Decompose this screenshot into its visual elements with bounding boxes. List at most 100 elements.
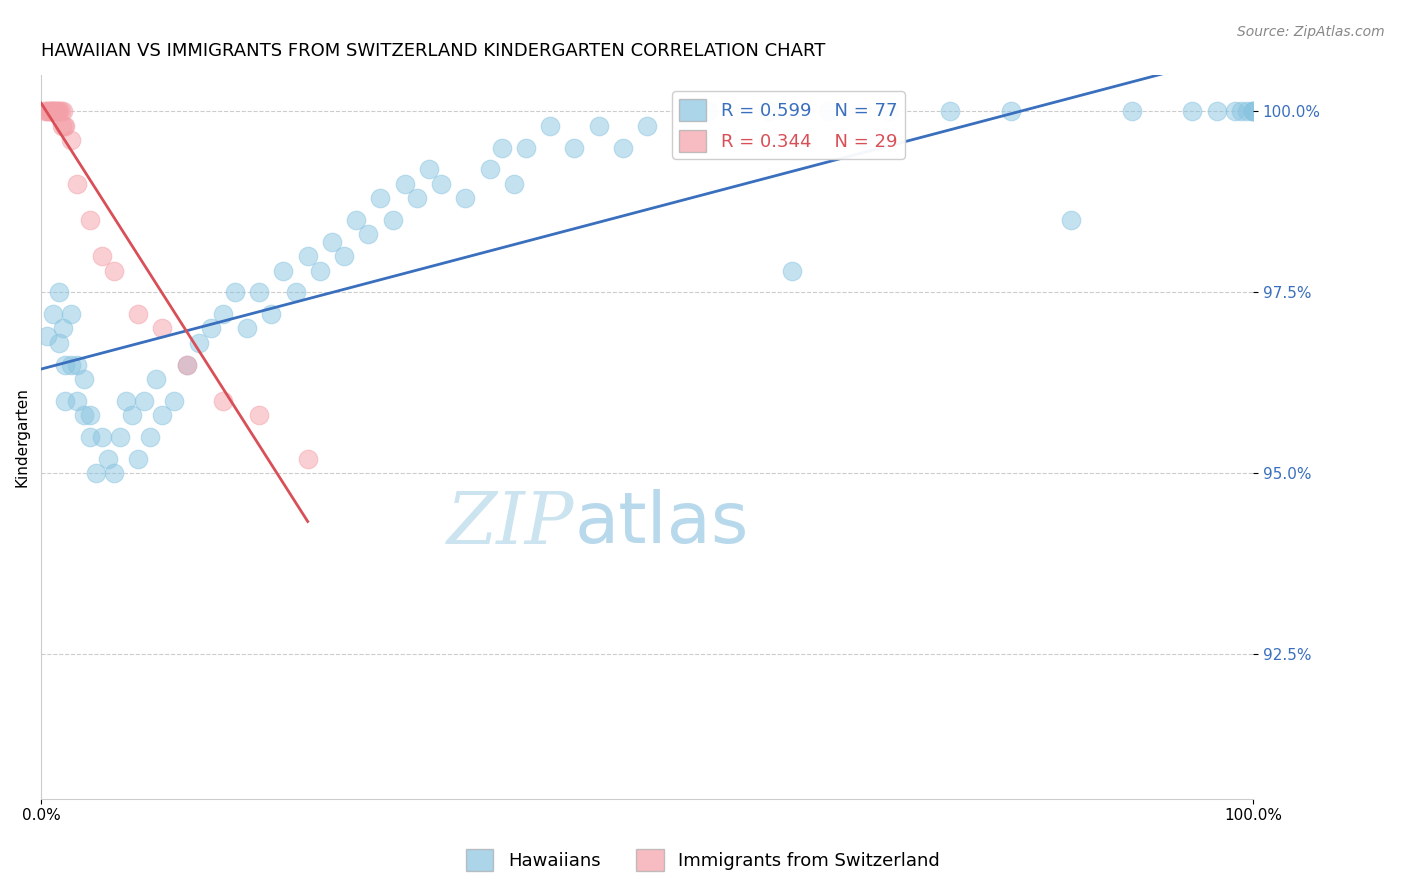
Text: atlas: atlas (574, 490, 749, 558)
Point (46, 104, 69, 119)
Y-axis label: Kindergarten: Kindergarten (15, 387, 30, 487)
Point (108, 430, 131, 444)
Point (1205, 104, 1227, 119)
Point (53, 119, 76, 133)
Point (48, 335, 70, 350)
Point (430, 177, 453, 191)
Point (176, 358, 198, 372)
Point (756, 104, 779, 119)
Point (38, 104, 60, 119)
Point (37, 328, 59, 343)
Point (60, 358, 83, 372)
Point (79, 213, 101, 227)
Point (588, 119, 610, 133)
Point (1241, 104, 1264, 119)
Point (53, 393, 76, 408)
Point (103, 263, 125, 277)
Point (49, 104, 72, 119)
Point (879, 104, 901, 119)
Point (1241, 104, 1264, 119)
Point (145, 372, 167, 386)
Point (344, 213, 367, 227)
Point (1223, 104, 1246, 119)
Point (150, 409, 173, 423)
Point (103, 466, 125, 480)
Point (44, 104, 66, 119)
Point (308, 263, 330, 277)
Point (370, 191, 392, 205)
Point (45, 104, 67, 119)
Point (696, 104, 718, 119)
Text: HAWAIIAN VS IMMIGRANTS FROM SWITZERLAND KINDERGARTEN CORRELATION CHART: HAWAIIAN VS IMMIGRANTS FROM SWITZERLAND … (41, 42, 825, 60)
Point (52, 104, 75, 119)
Point (273, 263, 295, 277)
Point (39, 104, 62, 119)
Point (1000, 104, 1022, 119)
Point (1121, 104, 1143, 119)
Point (212, 307, 235, 321)
Point (454, 191, 477, 205)
Point (200, 321, 222, 335)
Point (60, 307, 83, 321)
Point (176, 358, 198, 372)
Point (236, 321, 259, 335)
Point (121, 409, 143, 423)
Point (45, 104, 67, 119)
Point (163, 393, 186, 408)
Point (66, 393, 89, 408)
Point (134, 393, 156, 408)
Point (562, 140, 585, 154)
Text: ZIP: ZIP (447, 489, 574, 559)
Point (247, 409, 270, 423)
Legend: Hawaiians, Immigrants from Switzerland: Hawaiians, Immigrants from Switzerland (458, 842, 948, 879)
Legend: R = 0.599    N = 77, R = 0.344    N = 29: R = 0.599 N = 77, R = 0.344 N = 29 (672, 92, 904, 159)
Point (502, 177, 524, 191)
Point (97, 451, 120, 466)
Point (84, 466, 107, 480)
Point (72, 372, 94, 386)
Text: Source: ZipAtlas.com: Source: ZipAtlas.com (1237, 25, 1385, 39)
Point (52, 321, 75, 335)
Point (405, 191, 427, 205)
Point (939, 104, 962, 119)
Point (48, 285, 70, 300)
Point (381, 213, 404, 227)
Point (42, 307, 65, 321)
Point (333, 249, 356, 263)
Point (79, 430, 101, 444)
Point (53, 358, 76, 372)
Point (1230, 104, 1253, 119)
Point (41, 104, 63, 119)
Point (42, 104, 65, 119)
Point (48, 104, 70, 119)
Point (127, 451, 149, 466)
Point (37, 104, 59, 119)
Point (321, 235, 343, 249)
Point (491, 140, 513, 154)
Point (247, 285, 270, 300)
Point (418, 162, 440, 177)
Point (34, 104, 56, 119)
Point (72, 409, 94, 423)
Point (478, 162, 501, 177)
Point (636, 119, 658, 133)
Point (66, 358, 89, 372)
Point (115, 393, 138, 408)
Point (1181, 104, 1204, 119)
Point (60, 133, 83, 147)
Point (224, 285, 246, 300)
Point (538, 119, 561, 133)
Point (212, 393, 235, 408)
Point (1241, 104, 1264, 119)
Point (817, 104, 839, 119)
Point (53, 119, 76, 133)
Point (79, 409, 101, 423)
Point (150, 321, 173, 335)
Point (66, 177, 89, 191)
Point (90, 430, 112, 444)
Point (42, 104, 65, 119)
Point (37, 104, 59, 119)
Point (51, 119, 73, 133)
Point (260, 307, 283, 321)
Point (187, 335, 209, 350)
